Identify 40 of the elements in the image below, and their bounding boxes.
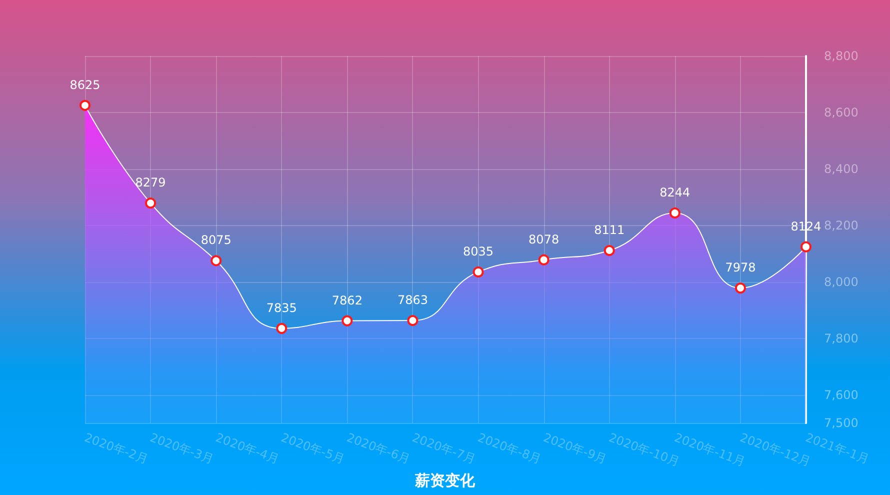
point	[538, 254, 550, 266]
x-tick-label: 2020年-5月	[279, 430, 347, 466]
x-tick-label: 2020年-7月	[410, 430, 478, 466]
y-tick-label: 7,600	[824, 388, 858, 402]
y-tick-label: 7,800	[824, 331, 858, 346]
data-label: 8244	[660, 185, 690, 200]
y-tick-label: 8,400	[824, 162, 858, 176]
data-label: 8035	[463, 244, 494, 258]
x-tick-label: 2020年-3月	[148, 430, 216, 466]
point	[80, 100, 90, 111]
data-label: 7862	[332, 293, 362, 308]
point	[210, 255, 222, 266]
x-tick-label: 2020年-2月	[82, 430, 150, 466]
y-tick-label: 8,200	[824, 218, 858, 232]
point	[669, 207, 680, 218]
data-label: 8279	[135, 176, 166, 190]
x-tick-label: 2020年-8月	[476, 430, 544, 466]
data-label: 8625	[70, 78, 100, 92]
y-tick-label: 7,500	[824, 416, 858, 430]
data-label: 7978	[725, 260, 756, 275]
point	[800, 241, 812, 252]
point	[276, 322, 288, 334]
text: 薪资变化	[414, 472, 476, 490]
data-label: 7863	[397, 293, 428, 308]
x-tick-label: 2020年-9月	[541, 430, 609, 466]
point	[407, 315, 418, 326]
data-label: 8075	[200, 233, 232, 248]
x-tick-label: 2020年-4月	[214, 430, 281, 466]
point	[145, 198, 156, 209]
data-label: 7835	[266, 300, 297, 315]
y-tick-label: 8,600	[824, 105, 858, 120]
y-tick-label: 8,800	[824, 49, 858, 63]
y-tick-label: 8,000	[824, 274, 858, 289]
point	[604, 245, 615, 256]
x-tick-label: 2020年-6月	[344, 430, 412, 466]
point	[734, 282, 746, 294]
point	[472, 266, 484, 278]
point	[342, 315, 353, 326]
data-label: 8078	[528, 232, 560, 246]
data-label: 8111	[594, 223, 625, 238]
